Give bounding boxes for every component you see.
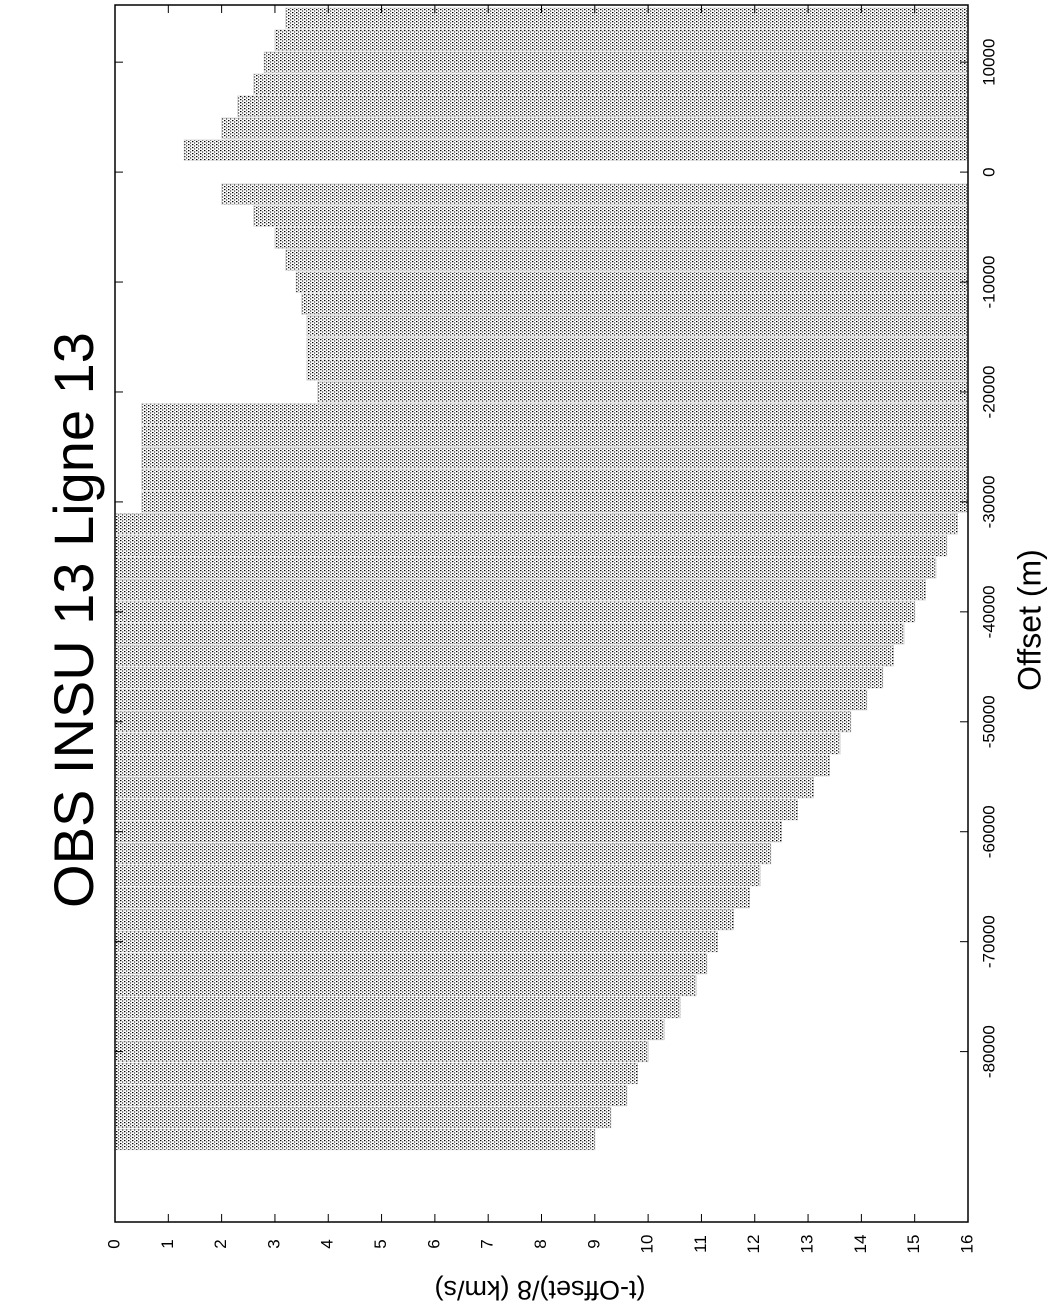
y-tick-label: 3 [264, 1239, 283, 1248]
trace-band [221, 117, 969, 139]
trace-band [183, 139, 969, 161]
trace-band [114, 1084, 628, 1107]
x-axis-label: Offset (m) [1011, 549, 1047, 691]
trace-band [114, 557, 937, 579]
y-tick-label: 9 [584, 1239, 603, 1248]
trace-band [114, 821, 782, 843]
y-tick-label: 15 [904, 1235, 923, 1254]
trace-band [301, 293, 969, 315]
y-tick-label: 14 [851, 1235, 870, 1254]
x-tick-label: -50000 [979, 695, 998, 748]
trace-band [253, 73, 969, 95]
trace-band [114, 975, 697, 997]
trace-band [114, 909, 734, 931]
x-tick-label: -30000 [979, 475, 998, 528]
trace-band [114, 777, 814, 799]
x-tick-label: -70000 [979, 915, 998, 968]
trace-band [114, 799, 798, 821]
trace-band [141, 425, 969, 447]
trace-band [253, 205, 969, 227]
x-tick-label: -80000 [979, 1025, 998, 1078]
trace-band [114, 1062, 638, 1085]
trace-band [114, 667, 884, 689]
trace-band [274, 227, 969, 249]
trace-band [114, 579, 926, 601]
y-tick-label: 11 [691, 1235, 710, 1253]
trace-band [114, 843, 772, 865]
plot-area [114, 7, 969, 1151]
trace-band [114, 755, 830, 777]
trace-band [114, 931, 718, 953]
trace-band [114, 1040, 649, 1063]
x-tick-label: -60000 [979, 805, 998, 858]
x-tick-label: -10000 [979, 256, 998, 309]
trace-band [306, 359, 969, 381]
trace-band [141, 447, 969, 469]
x-tick-label: 10000 [979, 39, 998, 86]
trace-band [285, 7, 969, 29]
trace-band [114, 997, 681, 1019]
x-tick-label: -20000 [979, 366, 998, 419]
trace-band [306, 337, 969, 359]
trace-band [114, 887, 750, 909]
y-axis-label: (t-Offset)/8 (km/s) [434, 1275, 645, 1305]
trace-band [114, 601, 916, 623]
y-tick-label: 7 [478, 1239, 497, 1248]
y-tick-label: 12 [744, 1235, 763, 1254]
trace-band [141, 491, 969, 513]
trace-band [114, 1018, 665, 1041]
trace-band [263, 51, 969, 73]
trace-band [114, 623, 905, 645]
y-tick-label: 4 [318, 1239, 337, 1248]
y-tick-label: 13 [798, 1235, 817, 1254]
y-tick-label: 8 [531, 1239, 550, 1248]
trace-band [114, 711, 852, 733]
trace-band [141, 403, 969, 425]
trace-band [114, 865, 761, 887]
y-tick-label: 10 [638, 1235, 657, 1254]
y-tick-label: 16 [957, 1235, 976, 1254]
trace-band [274, 29, 969, 51]
y-tick-label: 1 [158, 1239, 177, 1248]
trace-band [141, 469, 969, 491]
y-tick-label: 2 [211, 1239, 230, 1248]
trace-band [114, 645, 894, 667]
trace-band [295, 271, 969, 293]
trace-band [285, 249, 969, 271]
trace-band [114, 1128, 596, 1151]
y-tick-label: 6 [424, 1239, 443, 1248]
chart-title: OBS INSU 13 Ligne 13 [42, 332, 105, 908]
y-tick-label: 5 [371, 1239, 390, 1248]
y-tick-label: 0 [104, 1239, 123, 1248]
trace-band [114, 953, 708, 975]
trace-band [114, 1106, 612, 1129]
trace-band [317, 381, 969, 403]
trace-band [221, 183, 969, 205]
trace-band [306, 315, 969, 337]
trace-band [114, 689, 868, 711]
trace-band [114, 513, 958, 535]
x-tick-label: 0 [979, 167, 998, 176]
trace-band [114, 733, 841, 755]
x-tick-label: -40000 [979, 585, 998, 638]
trace-band [237, 95, 969, 117]
trace-band [114, 535, 948, 557]
